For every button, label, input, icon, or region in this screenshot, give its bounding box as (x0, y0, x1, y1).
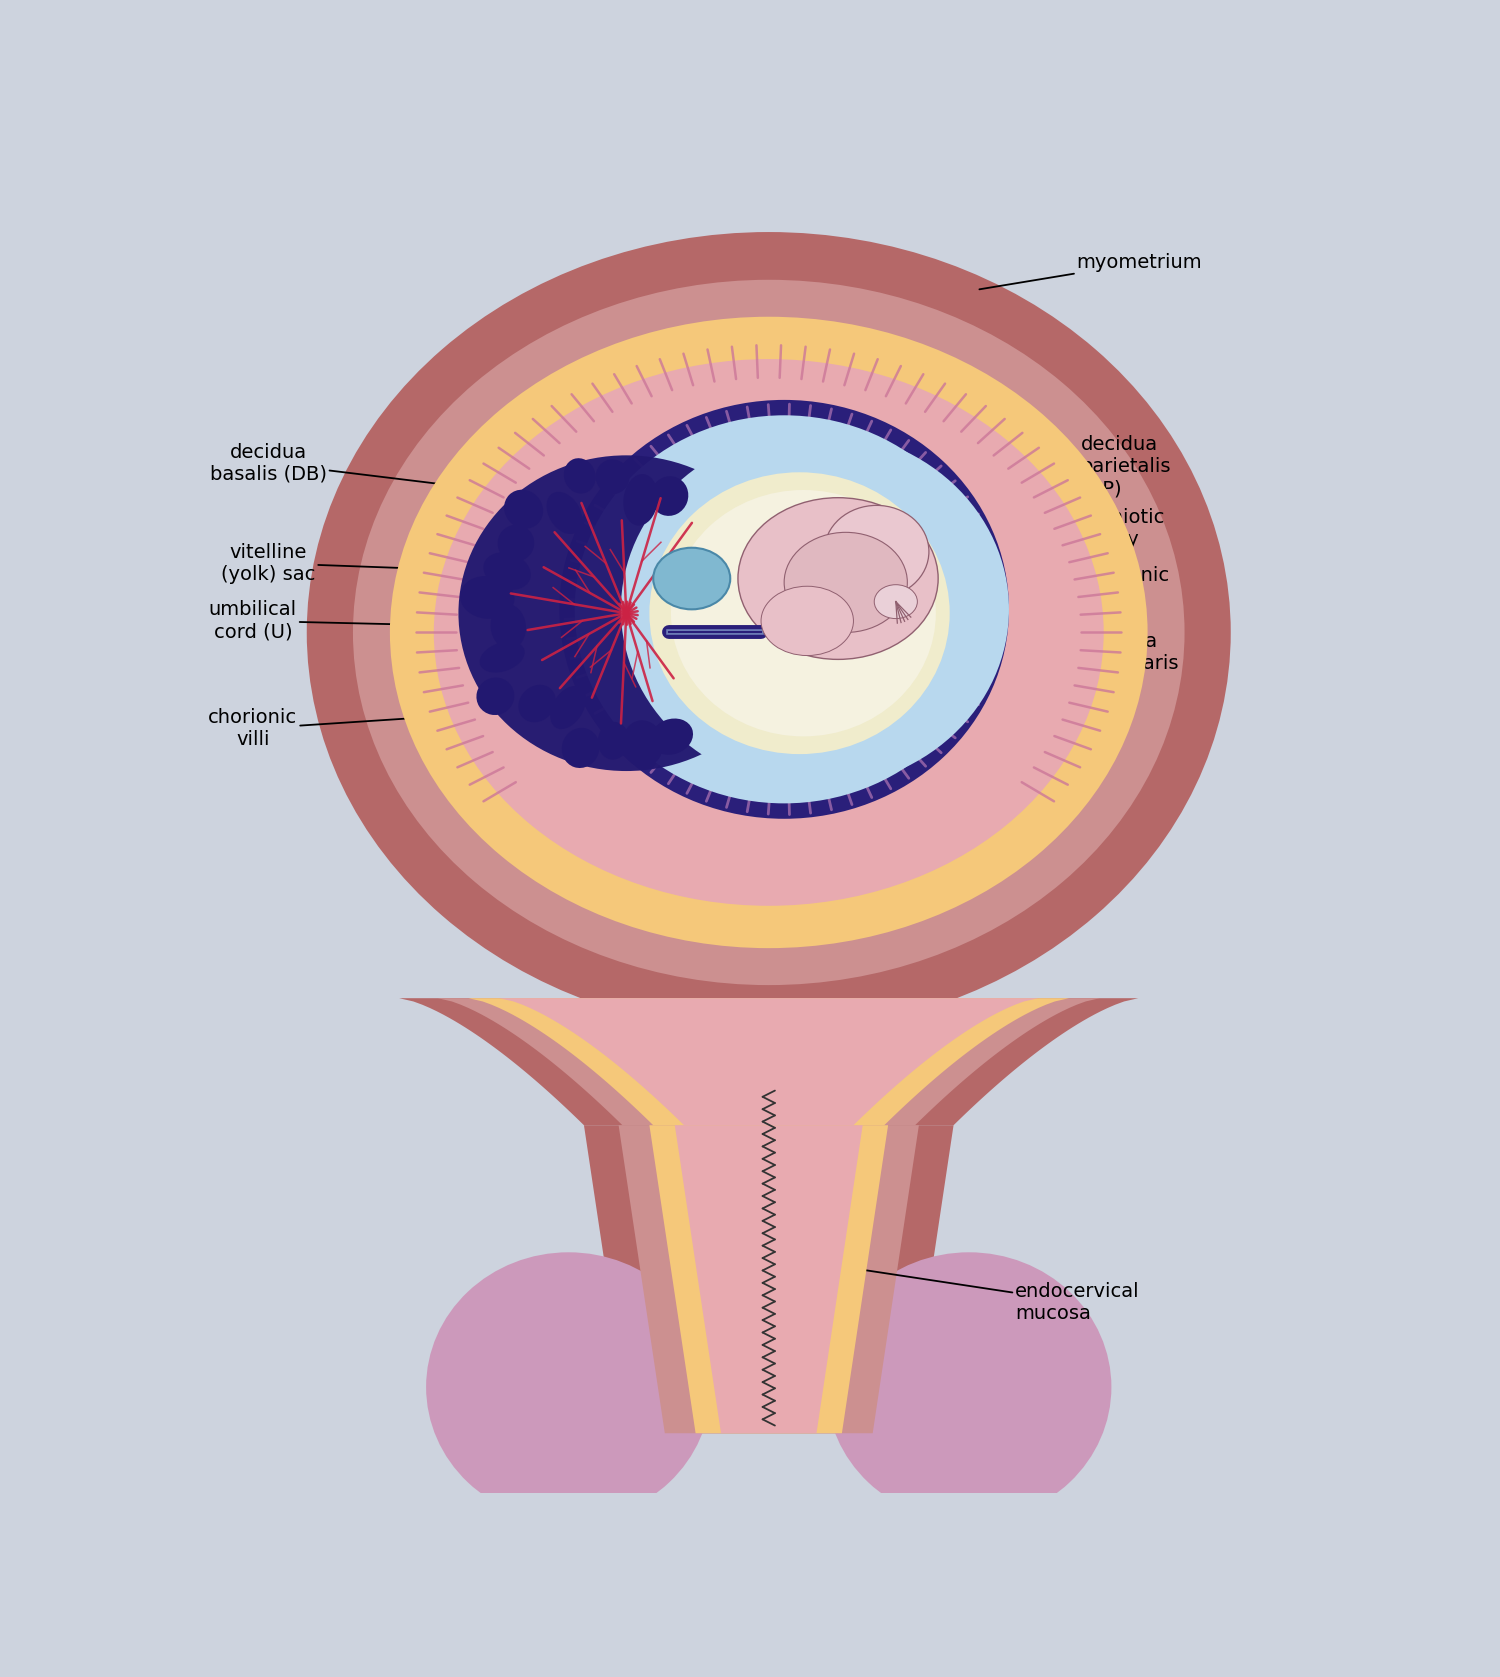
Ellipse shape (504, 490, 543, 528)
Ellipse shape (650, 473, 950, 755)
Ellipse shape (624, 475, 658, 525)
Ellipse shape (638, 461, 962, 766)
Ellipse shape (560, 399, 1010, 818)
Polygon shape (500, 998, 1038, 1125)
Ellipse shape (477, 678, 514, 714)
Ellipse shape (459, 456, 794, 771)
Ellipse shape (426, 1253, 711, 1521)
Ellipse shape (760, 587, 853, 656)
Ellipse shape (622, 721, 663, 766)
Ellipse shape (670, 490, 936, 736)
Ellipse shape (519, 684, 556, 723)
Text: decidua
capsularis
(DC): decidua capsularis (DC) (980, 632, 1179, 694)
Ellipse shape (654, 548, 730, 609)
Text: decidua
basalis (DB): decidua basalis (DB) (210, 443, 580, 501)
Ellipse shape (390, 317, 1148, 948)
Polygon shape (650, 1125, 888, 1434)
Ellipse shape (306, 231, 1230, 1033)
Ellipse shape (433, 359, 1104, 906)
Polygon shape (675, 1125, 862, 1434)
Ellipse shape (784, 532, 908, 632)
Ellipse shape (651, 476, 688, 517)
Ellipse shape (546, 386, 1023, 833)
Text: myometrium: myometrium (980, 253, 1203, 290)
Polygon shape (618, 1125, 920, 1434)
Text: endocervical
mucosa: endocervical mucosa (776, 1256, 1140, 1323)
Ellipse shape (598, 721, 628, 760)
Ellipse shape (562, 728, 600, 768)
Ellipse shape (483, 552, 531, 590)
Text: vitelline
(yolk) sac: vitelline (yolk) sac (220, 543, 688, 584)
Polygon shape (399, 998, 1138, 1125)
Ellipse shape (827, 1253, 1112, 1521)
Text: chorionic
cavity: chorionic cavity (952, 565, 1170, 607)
Text: umbilical
cord (U): umbilical cord (U) (209, 600, 675, 641)
Ellipse shape (564, 458, 596, 493)
Ellipse shape (498, 525, 534, 562)
Ellipse shape (621, 431, 1010, 788)
Ellipse shape (460, 575, 514, 619)
Ellipse shape (352, 280, 1185, 984)
Ellipse shape (824, 505, 928, 597)
Ellipse shape (650, 718, 693, 755)
Ellipse shape (546, 491, 582, 533)
Text: amniotic
cavity: amniotic cavity (921, 508, 1166, 552)
Ellipse shape (596, 459, 630, 495)
Polygon shape (468, 998, 1070, 1125)
Text: decidua
parietalis
(DP): decidua parietalis (DP) (1026, 436, 1172, 498)
Ellipse shape (574, 416, 993, 803)
Ellipse shape (550, 686, 586, 729)
Ellipse shape (874, 585, 918, 619)
Ellipse shape (480, 641, 525, 672)
Polygon shape (438, 998, 1100, 1125)
Text: chorionic
villi: chorionic villi (209, 708, 543, 750)
Polygon shape (584, 1125, 954, 1434)
Ellipse shape (738, 498, 938, 659)
Ellipse shape (490, 604, 526, 649)
